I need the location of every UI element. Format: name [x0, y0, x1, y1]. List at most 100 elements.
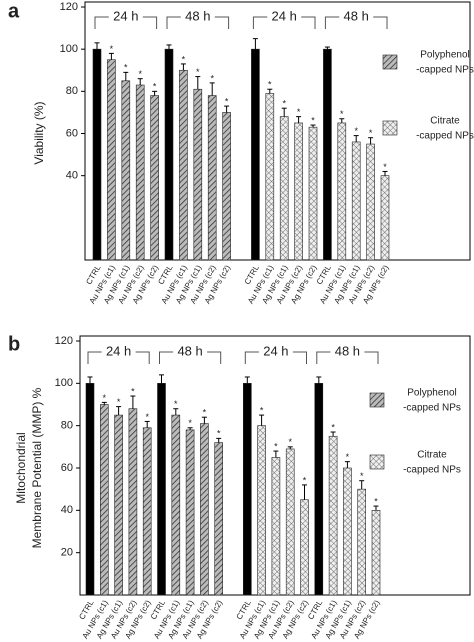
- legend-swatch: [369, 454, 385, 470]
- y-tick-label: 120: [60, 1, 78, 13]
- group-bracket: [244, 351, 307, 364]
- y-tick-label: 80: [61, 420, 73, 432]
- significance-mark: *: [225, 96, 229, 106]
- legend-swatch: [369, 392, 385, 408]
- group-label: 24 h: [263, 343, 288, 358]
- y-tick-label: 80: [66, 85, 78, 97]
- y-tick-label: 60: [66, 127, 78, 139]
- significance-mark: *: [188, 418, 192, 428]
- y-tick-label: 60: [61, 462, 73, 474]
- y-axis-title: Mitochondrial: [14, 432, 28, 503]
- bar: [128, 408, 138, 596]
- y-tick-label: 100: [60, 43, 78, 55]
- y-tick-label: 40: [61, 504, 73, 516]
- legend-swatch: [382, 120, 398, 136]
- group-label: 48 h: [344, 8, 369, 23]
- plot-frame: [84, 1, 471, 261]
- bar: [294, 122, 303, 261]
- bar: [179, 69, 188, 261]
- bar: [193, 88, 203, 261]
- legend-label: -capped NPs: [416, 65, 474, 76]
- bar: [92, 48, 102, 261]
- bar: [337, 122, 347, 261]
- bar: [371, 510, 381, 596]
- significance-mark: *: [374, 496, 378, 506]
- significance-mark: *: [217, 429, 221, 439]
- legend-label: Polyphenol: [407, 388, 456, 399]
- significance-mark: *: [203, 408, 207, 418]
- legend-label: Citrate: [430, 116, 460, 127]
- bar: [328, 435, 338, 596]
- bar: [323, 48, 332, 261]
- significance-mark: *: [369, 128, 373, 138]
- group-label: 24 h: [106, 343, 131, 358]
- bar: [114, 414, 123, 596]
- bar: [366, 143, 375, 261]
- group-bracket: [159, 351, 222, 364]
- bar: [351, 141, 361, 261]
- significance-mark: *: [174, 399, 178, 409]
- group-label: 24 h: [272, 8, 297, 23]
- bar: [300, 499, 309, 596]
- legend-label: -capped NPs: [403, 465, 461, 476]
- bar: [185, 429, 195, 596]
- significance-mark: *: [288, 437, 292, 447]
- bar: [107, 59, 116, 261]
- significance-mark: *: [117, 397, 121, 407]
- significance-mark: *: [340, 109, 344, 119]
- significance-mark: *: [131, 386, 135, 396]
- bar: [265, 93, 275, 261]
- legend-label: Citrate: [417, 450, 447, 461]
- group-label: 48 h: [185, 8, 210, 23]
- significance-mark: *: [138, 69, 142, 79]
- y-tick-label: 120: [55, 335, 73, 347]
- legend-label: Polyphenol: [420, 50, 469, 61]
- panel-label: a: [8, 0, 20, 22]
- group-bracket: [166, 16, 230, 29]
- bar: [200, 423, 209, 596]
- significance-mark: *: [297, 107, 301, 117]
- bar: [150, 95, 159, 261]
- bar: [308, 126, 318, 261]
- legend-label: -capped NPs: [416, 131, 474, 142]
- bar: [251, 48, 260, 261]
- significance-mark: *: [145, 412, 149, 422]
- significance-mark: *: [196, 67, 200, 77]
- bar: [271, 457, 281, 596]
- bar: [100, 404, 109, 596]
- significance-mark: *: [346, 452, 350, 462]
- y-axis-title: Viability (%): [32, 101, 46, 164]
- significance-mark: *: [311, 115, 315, 125]
- bar: [121, 80, 131, 261]
- group-label: 48 h: [335, 343, 360, 358]
- significance-mark: *: [282, 99, 286, 109]
- legend-swatch: [382, 54, 398, 70]
- significance-mark: *: [182, 54, 186, 64]
- significance-mark: *: [103, 393, 107, 403]
- y-axis-title: Membrane Potential (MMP) %: [30, 387, 44, 548]
- group-bracket: [324, 16, 388, 29]
- bar: [343, 467, 352, 596]
- group-bracket: [252, 16, 316, 29]
- bar: [357, 488, 367, 596]
- bar: [85, 383, 95, 596]
- bar: [243, 383, 252, 596]
- bar: [142, 427, 152, 596]
- legend-label: -capped NPs: [403, 403, 461, 414]
- group-bracket: [94, 16, 158, 29]
- y-tick-label: 40: [66, 170, 78, 182]
- significance-mark: *: [354, 126, 358, 136]
- bar: [257, 425, 266, 596]
- significance-mark: *: [331, 422, 335, 432]
- y-tick-label: 100: [55, 377, 73, 389]
- bar: [157, 383, 166, 596]
- group-label: 24 h: [113, 8, 138, 23]
- bar: [380, 175, 390, 261]
- significance-mark: *: [110, 44, 114, 54]
- bar: [214, 442, 223, 596]
- y-tick-label: 20: [61, 547, 73, 559]
- significance-mark: *: [210, 73, 214, 83]
- bar: [314, 383, 324, 596]
- bar: [222, 112, 231, 261]
- significance-mark: *: [383, 162, 387, 172]
